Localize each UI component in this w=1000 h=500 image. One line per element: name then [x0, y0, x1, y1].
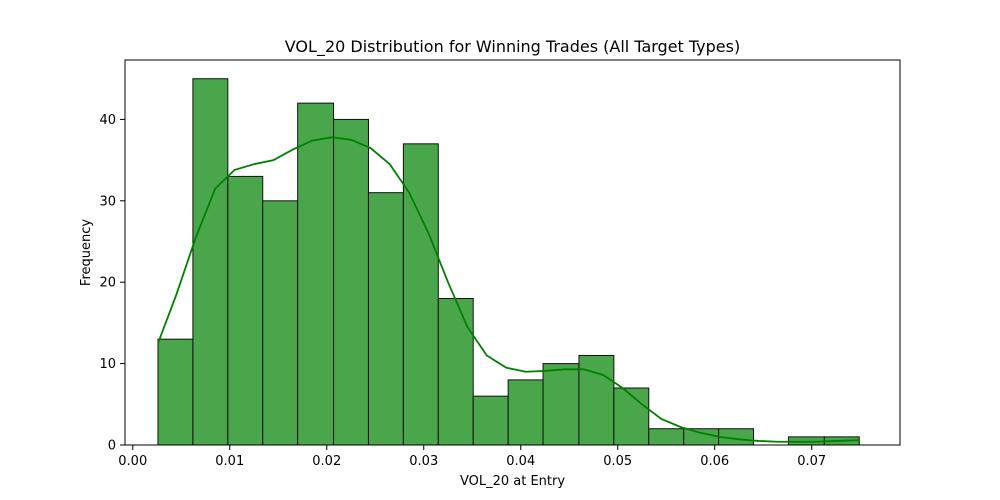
histogram-bars [157, 78, 860, 446]
chart-title: VOL_20 Distribution for Winning Trades (… [285, 37, 740, 57]
histogram-bar [648, 428, 685, 446]
x-axis-ticks: 0.00 0.01 0.02 0.03 0.04 0.05 0.06 0.07 [118, 445, 826, 469]
x-tick-label: 0.03 [409, 454, 438, 469]
x-tick-label: 0.00 [118, 454, 147, 469]
kde-curve [157, 136, 860, 443]
x-tick-label: 0.01 [215, 454, 244, 469]
histogram-bar [262, 200, 299, 446]
y-tick-label: 10 [99, 357, 116, 372]
y-axis-label: Frequency [79, 219, 94, 286]
y-tick-label: 0 [108, 439, 116, 454]
y-axis-ticks: 0 10 20 30 40 [99, 113, 125, 454]
x-tick-label: 0.06 [700, 454, 729, 469]
x-tick-label: 0.02 [312, 454, 341, 469]
histogram-bar [437, 297, 474, 446]
histogram-bar [227, 175, 264, 446]
histogram-bar [402, 143, 439, 446]
x-tick-label: 0.07 [797, 454, 826, 469]
histogram-bar [507, 379, 544, 446]
y-tick-label: 30 [99, 194, 116, 209]
histogram-bar [472, 395, 509, 446]
histogram-bar [613, 387, 650, 446]
plot-frame [124, 59, 901, 446]
y-tick-label: 20 [99, 276, 116, 291]
x-tick-label: 0.05 [603, 454, 632, 469]
histogram-bar [297, 102, 335, 446]
histogram-bar [367, 192, 404, 446]
histogram-bar [192, 78, 229, 446]
x-axis-label: VOL_20 at Entry [460, 474, 565, 489]
histogram-bar [542, 363, 580, 446]
x-tick-label: 0.04 [506, 454, 535, 469]
y-tick-label: 40 [99, 113, 116, 128]
histogram-bar [333, 118, 369, 446]
histogram-bar [683, 428, 720, 446]
histogram-bar [157, 338, 194, 446]
